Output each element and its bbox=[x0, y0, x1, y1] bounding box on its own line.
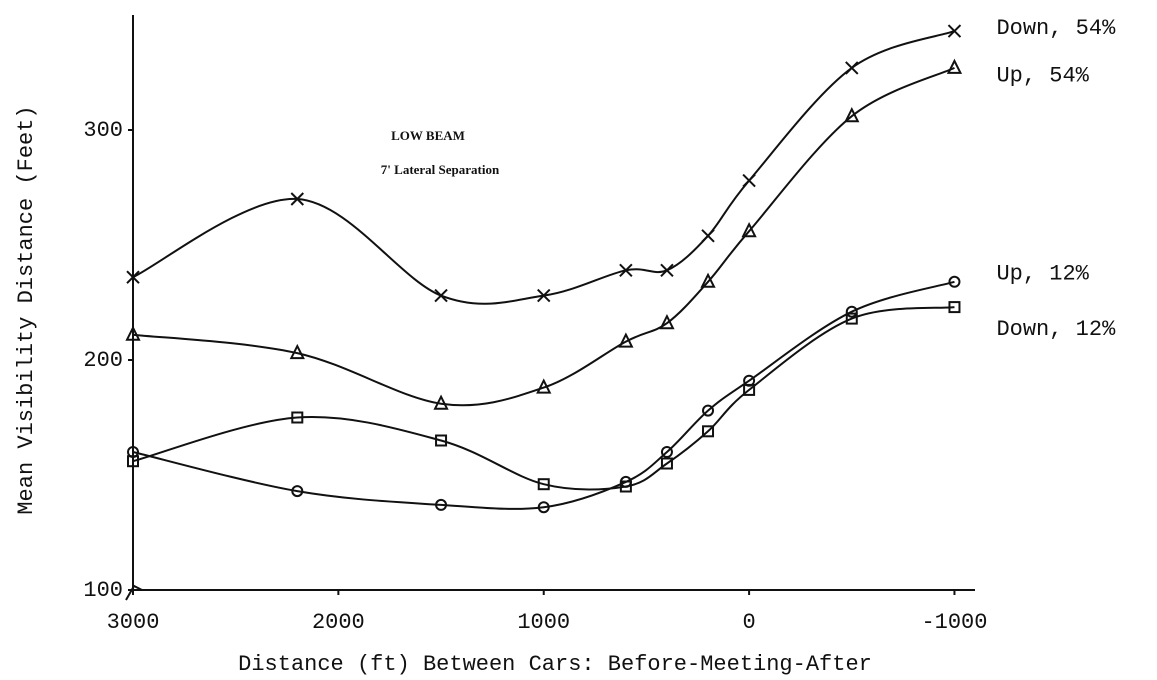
marker bbox=[700, 272, 716, 288]
marker bbox=[618, 332, 634, 348]
marker bbox=[659, 313, 675, 330]
marker bbox=[291, 411, 304, 424]
x-tick-label: 2000 bbox=[312, 610, 365, 635]
marker bbox=[742, 173, 756, 188]
x-tick-label: -1000 bbox=[921, 610, 987, 635]
marker bbox=[845, 61, 859, 75]
marker bbox=[948, 301, 961, 314]
y-tick-label: 100 bbox=[83, 578, 123, 603]
marker bbox=[701, 229, 715, 243]
annotation: 7' Lateral Separation bbox=[381, 162, 500, 177]
x-tick-label: 3000 bbox=[107, 610, 160, 635]
series-label: Down, 12% bbox=[996, 317, 1116, 342]
marker bbox=[537, 288, 551, 303]
marker bbox=[537, 501, 550, 514]
marker bbox=[948, 275, 961, 288]
marker bbox=[844, 106, 860, 123]
series-line bbox=[132, 280, 955, 510]
x-tick-label: 1000 bbox=[517, 610, 570, 635]
marker bbox=[702, 425, 715, 438]
marker bbox=[741, 221, 757, 238]
marker bbox=[435, 498, 448, 511]
axis-break bbox=[125, 584, 143, 601]
series-label: Down, 54% bbox=[996, 16, 1116, 41]
series-label: Up, 12% bbox=[996, 262, 1089, 287]
marker bbox=[845, 312, 858, 325]
marker bbox=[290, 192, 305, 206]
marker bbox=[660, 457, 673, 470]
marker bbox=[434, 288, 448, 303]
series-label: Up, 54% bbox=[996, 64, 1089, 89]
y-tick-label: 300 bbox=[83, 118, 123, 143]
marker bbox=[291, 485, 304, 498]
marker bbox=[125, 325, 141, 341]
marker bbox=[845, 305, 858, 318]
x-axis-label: Distance (ft) Between Cars: Before-Meeti… bbox=[238, 652, 872, 677]
marker bbox=[660, 263, 674, 278]
marker bbox=[619, 480, 632, 493]
marker bbox=[702, 404, 715, 417]
marker bbox=[127, 455, 139, 468]
y-axis-label: Mean Visibility Distance (Feet) bbox=[14, 105, 39, 514]
marker bbox=[537, 478, 550, 491]
marker bbox=[743, 383, 756, 396]
marker bbox=[619, 263, 633, 278]
marker bbox=[289, 343, 305, 360]
marker bbox=[660, 446, 673, 458]
marker bbox=[947, 24, 962, 38]
marker bbox=[946, 58, 963, 74]
annotation: LOW BEAM bbox=[391, 128, 465, 143]
series-line bbox=[132, 30, 955, 305]
series-line bbox=[132, 66, 955, 407]
marker bbox=[433, 394, 449, 410]
y-tick-label: 200 bbox=[83, 348, 123, 373]
marker bbox=[536, 378, 552, 394]
x-tick-label: 0 bbox=[742, 610, 755, 635]
marker bbox=[435, 434, 448, 447]
series-line bbox=[132, 306, 955, 491]
marker bbox=[126, 270, 140, 284]
